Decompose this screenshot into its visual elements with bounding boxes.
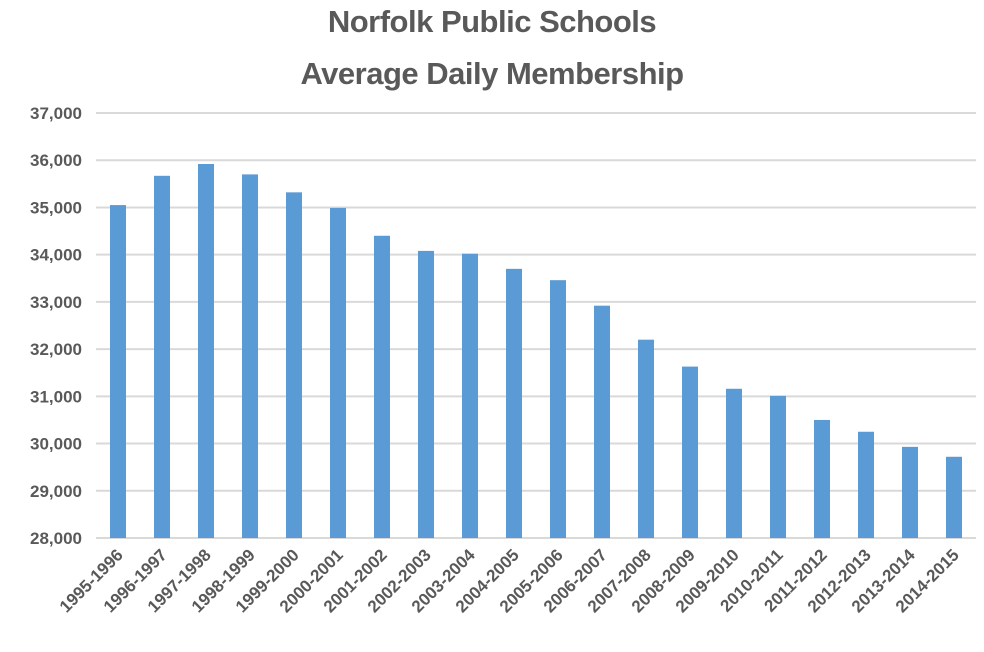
bar <box>198 164 214 538</box>
bar <box>418 250 434 538</box>
y-tick-label: 33,000 <box>30 293 82 312</box>
y-tick-label: 35,000 <box>30 198 82 217</box>
bar <box>946 456 962 538</box>
bar <box>330 207 346 538</box>
bar <box>594 305 610 538</box>
bar <box>682 366 698 538</box>
y-tick-label: 34,000 <box>30 246 82 265</box>
bar <box>374 235 390 538</box>
bar <box>506 268 522 538</box>
bar <box>770 395 786 538</box>
y-tick-label: 36,000 <box>30 151 82 170</box>
bar <box>242 174 258 538</box>
bar <box>154 175 170 539</box>
bar <box>286 192 302 539</box>
bar <box>462 253 478 538</box>
bar <box>814 419 830 538</box>
chart-subtitle: Average Daily Membership <box>300 56 684 91</box>
y-tick-label: 28,000 <box>30 529 82 548</box>
y-tick-label: 32,000 <box>30 340 82 359</box>
bar <box>902 446 918 538</box>
y-tick-label: 30,000 <box>30 435 82 454</box>
y-tick-label: 37,000 <box>30 104 82 123</box>
bar <box>858 431 874 538</box>
bar <box>726 388 742 538</box>
y-tick-label: 29,000 <box>30 482 82 501</box>
bar <box>110 205 126 539</box>
bar <box>550 280 566 538</box>
bar <box>638 339 654 538</box>
y-tick-label: 31,000 <box>30 387 82 406</box>
chart-title: Norfolk Public Schools <box>327 4 657 39</box>
